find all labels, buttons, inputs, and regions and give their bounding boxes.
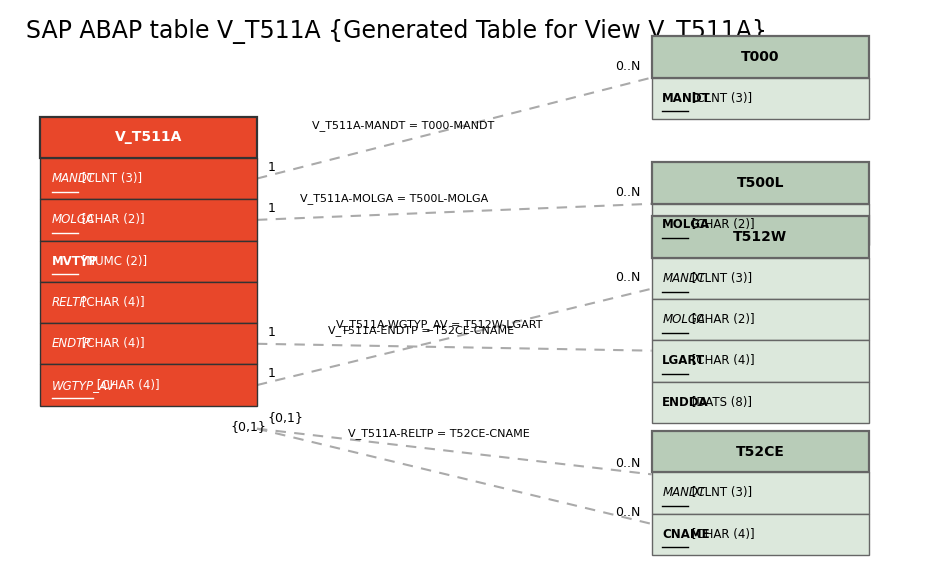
Text: 1: 1 — [267, 367, 276, 381]
Text: V_T511A-MOLGA = T500L-MOLGA: V_T511A-MOLGA = T500L-MOLGA — [300, 193, 488, 204]
Bar — [40, 199, 257, 240]
Bar — [40, 364, 257, 406]
Bar — [40, 323, 257, 364]
Bar — [651, 204, 869, 245]
Text: MOLGA: MOLGA — [663, 313, 706, 326]
Text: [CHAR (2)]: [CHAR (2)] — [688, 313, 755, 326]
Bar — [651, 299, 869, 340]
Text: T52CE: T52CE — [736, 445, 785, 459]
Text: T512W: T512W — [733, 230, 788, 244]
Bar — [40, 158, 257, 199]
Text: MVTYP: MVTYP — [52, 255, 98, 268]
Text: WGTYP_AV: WGTYP_AV — [52, 378, 116, 392]
Text: V_T511A-ENDTP = T52CE-CNAME: V_T511A-ENDTP = T52CE-CNAME — [328, 325, 514, 336]
Bar — [40, 240, 257, 282]
Bar — [651, 36, 869, 77]
Text: MANDT: MANDT — [663, 92, 711, 105]
Text: RELTP: RELTP — [52, 296, 88, 309]
Text: {0,1}: {0,1} — [267, 411, 304, 424]
Text: MANDT: MANDT — [52, 172, 95, 185]
Bar — [651, 77, 869, 119]
Text: [CHAR (2)]: [CHAR (2)] — [77, 214, 144, 226]
Text: T000: T000 — [741, 50, 779, 64]
Text: MANDT: MANDT — [663, 487, 706, 499]
Text: 0..N: 0..N — [616, 60, 641, 73]
Text: MOLGA: MOLGA — [52, 214, 95, 226]
Text: [DATS (8)]: [DATS (8)] — [688, 396, 752, 409]
Text: MANDT: MANDT — [663, 272, 706, 285]
Text: LGART: LGART — [663, 354, 706, 367]
Bar — [651, 382, 869, 423]
Text: 1: 1 — [267, 161, 276, 174]
Text: V_T511A-RELTP = T52CE-CNAME: V_T511A-RELTP = T52CE-CNAME — [348, 428, 529, 439]
Bar — [40, 116, 257, 158]
Bar — [651, 162, 869, 204]
Text: 0..N: 0..N — [616, 271, 641, 284]
Bar — [651, 513, 869, 555]
Text: [CLNT (3)]: [CLNT (3)] — [688, 272, 752, 285]
Text: 1: 1 — [267, 326, 276, 339]
Text: [CHAR (2)]: [CHAR (2)] — [688, 218, 755, 231]
Text: SAP ABAP table V_T511A {Generated Table for View V_T511A}: SAP ABAP table V_T511A {Generated Table … — [26, 19, 767, 44]
Text: 1: 1 — [267, 203, 276, 215]
Text: MOLGA: MOLGA — [663, 218, 710, 231]
Text: {0,1}: {0,1} — [230, 420, 266, 433]
Text: [CHAR (4)]: [CHAR (4)] — [77, 338, 144, 350]
Bar — [651, 217, 869, 258]
Text: V_T511A-WGTYP_AV = T512W-LGART: V_T511A-WGTYP_AV = T512W-LGART — [336, 320, 542, 331]
Text: 0..N: 0..N — [616, 506, 641, 519]
Bar — [651, 258, 869, 299]
Text: [CLNT (3)]: [CLNT (3)] — [688, 487, 752, 499]
Bar — [40, 282, 257, 323]
Text: [CHAR (4)]: [CHAR (4)] — [77, 296, 144, 309]
Text: [CHAR (4)]: [CHAR (4)] — [688, 354, 755, 367]
Text: [CLNT (3)]: [CLNT (3)] — [688, 92, 752, 105]
Text: 0..N: 0..N — [616, 186, 641, 199]
Text: [CHAR (4)]: [CHAR (4)] — [93, 378, 159, 392]
Text: V_T511A-MANDT = T000-MANDT: V_T511A-MANDT = T000-MANDT — [312, 120, 494, 131]
Text: [NUMC (2)]: [NUMC (2)] — [77, 255, 147, 268]
Bar — [651, 431, 869, 472]
Text: [CHAR (4)]: [CHAR (4)] — [688, 528, 755, 541]
Bar — [651, 472, 869, 513]
Text: V_T511A: V_T511A — [115, 130, 182, 144]
Text: ENDTP: ENDTP — [52, 338, 91, 350]
Text: [CLNT (3)]: [CLNT (3)] — [77, 172, 142, 185]
Text: 0..N: 0..N — [616, 457, 641, 470]
Bar — [651, 340, 869, 382]
Text: T500L: T500L — [736, 176, 784, 190]
Text: ENDDA: ENDDA — [663, 396, 709, 409]
Text: CNAME: CNAME — [663, 528, 710, 541]
